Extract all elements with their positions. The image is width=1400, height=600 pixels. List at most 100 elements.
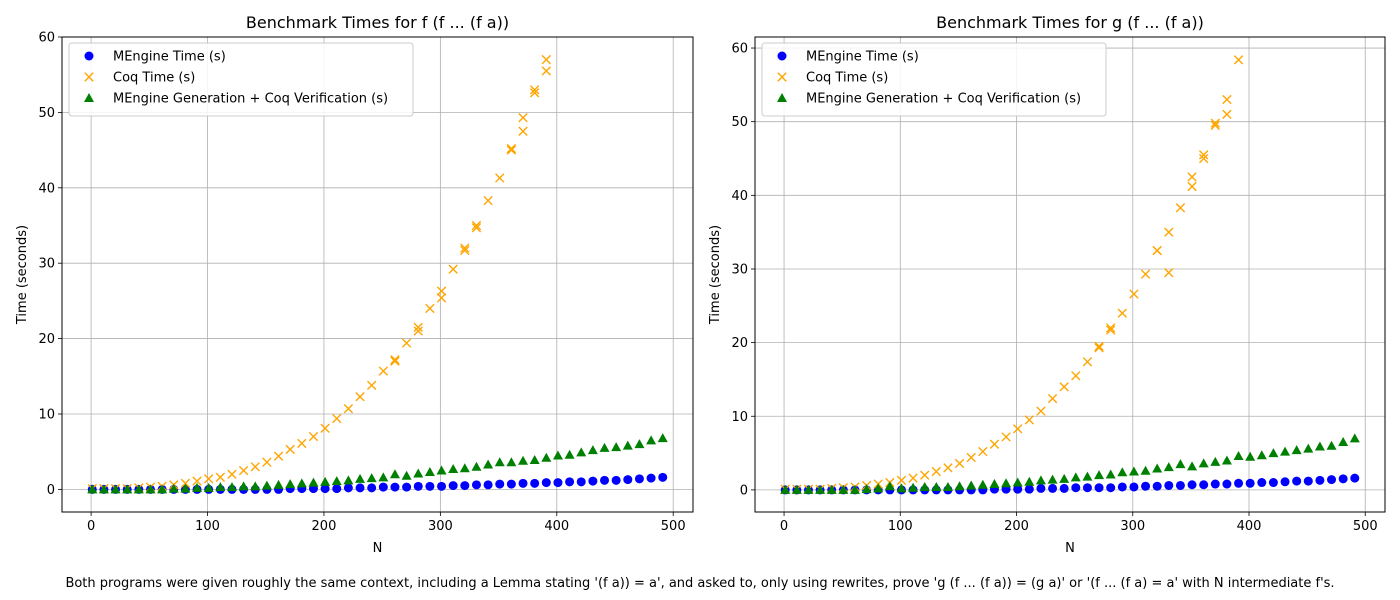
- data-point: [1035, 475, 1046, 485]
- data-point: [1036, 483, 1046, 493]
- data-point: [826, 484, 837, 494]
- data-point: [227, 469, 237, 479]
- data-point: [460, 245, 470, 256]
- data-point: [1222, 109, 1232, 120]
- x-tick-label: 0: [780, 519, 788, 534]
- data-point: [506, 145, 517, 155]
- data-point: [460, 243, 470, 253]
- legend-label: MEngine Generation + Coq Verification (s…: [113, 92, 388, 107]
- data-point: [506, 479, 516, 489]
- y-tick-label: 60: [38, 31, 55, 46]
- data-point: [448, 464, 459, 474]
- data-point: [1291, 445, 1302, 455]
- data-point: [1094, 483, 1104, 493]
- data-point: [646, 435, 657, 445]
- data-point: [1292, 476, 1302, 486]
- series-2: [780, 55, 1244, 494]
- data-point: [1245, 451, 1256, 461]
- data-point: [192, 476, 202, 486]
- data-point: [1001, 478, 1012, 488]
- data-point: [565, 477, 575, 487]
- data-point: [518, 112, 528, 123]
- data-point: [203, 474, 214, 484]
- data-point: [931, 481, 942, 491]
- data-point: [529, 85, 540, 95]
- data-point: [1059, 473, 1070, 483]
- y-tick-label: 60: [731, 42, 748, 57]
- data-point: [587, 445, 598, 455]
- data-point: [1210, 479, 1220, 489]
- data-point: [157, 484, 168, 494]
- data-point: [518, 455, 529, 465]
- data-point: [1198, 458, 1209, 468]
- data-point: [1140, 465, 1151, 475]
- data-point: [308, 431, 319, 442]
- data-point: [1141, 481, 1151, 491]
- data-point: [1338, 474, 1348, 484]
- data-point: [1082, 483, 1092, 493]
- data-point: [1128, 466, 1139, 476]
- data-point: [238, 481, 249, 491]
- data-point: [1129, 482, 1139, 492]
- data-point: [954, 481, 965, 491]
- data-point: [413, 468, 424, 478]
- data-point: [471, 223, 482, 233]
- data-point: [978, 446, 988, 457]
- data-point: [989, 479, 1000, 489]
- series-4: [1094, 109, 1232, 351]
- data-point: [1163, 462, 1174, 472]
- data-point: [838, 484, 849, 494]
- x-tick-label: 0: [87, 519, 95, 534]
- data-point: [908, 473, 918, 483]
- legend-box: [761, 42, 1107, 117]
- data-point: [966, 480, 977, 490]
- data-point: [564, 449, 575, 459]
- data-point: [541, 478, 551, 488]
- data-point: [285, 444, 295, 455]
- data-point: [815, 484, 826, 494]
- data-point: [657, 433, 668, 443]
- data-point: [366, 380, 377, 391]
- data-point: [1245, 478, 1255, 488]
- data-point: [1198, 150, 1209, 160]
- y-tick-label: 30: [731, 262, 748, 277]
- data-point: [483, 195, 493, 206]
- data-point: [460, 481, 470, 491]
- data-point: [262, 457, 272, 467]
- x-tick-label: 400: [544, 519, 569, 534]
- data-point: [518, 478, 528, 488]
- data-point: [541, 452, 552, 462]
- data-point: [553, 478, 563, 488]
- chart-panel-1: 0 100 200 300 400 500 0 10 20 30 40 50 60 Benchmark T…: [15, 13, 694, 556]
- y-tick-label: 20: [731, 336, 748, 351]
- data-point: [436, 286, 447, 296]
- data-point: [1268, 448, 1279, 458]
- y-tick-label: 0: [740, 483, 748, 498]
- data-point: [332, 484, 342, 494]
- data-point: [494, 457, 505, 467]
- data-point: [1210, 118, 1220, 128]
- data-point: [203, 482, 214, 492]
- y-tick-label: 40: [38, 181, 55, 196]
- data-point: [1117, 482, 1127, 492]
- legend-box: [68, 42, 414, 117]
- data-point: [506, 457, 517, 467]
- data-point: [437, 481, 447, 491]
- data-point: [1187, 461, 1198, 471]
- chart-title: Benchmark Times for g (f ... (f a)): [936, 13, 1204, 32]
- data-point: [355, 391, 365, 402]
- y-tick-label: 40: [731, 189, 748, 204]
- data-point: [989, 439, 1000, 449]
- data-point: [1187, 480, 1197, 490]
- data-point: [791, 484, 802, 494]
- data-point: [1152, 481, 1162, 491]
- data-point: [378, 482, 388, 492]
- data-point: [1268, 478, 1278, 488]
- legend-marker: [777, 72, 787, 82]
- x-tick-label: 500: [661, 519, 686, 534]
- data-point: [273, 451, 284, 461]
- data-point: [320, 484, 330, 494]
- data-point: [459, 463, 470, 473]
- data-point: [1047, 393, 1058, 404]
- data-point: [1106, 483, 1116, 493]
